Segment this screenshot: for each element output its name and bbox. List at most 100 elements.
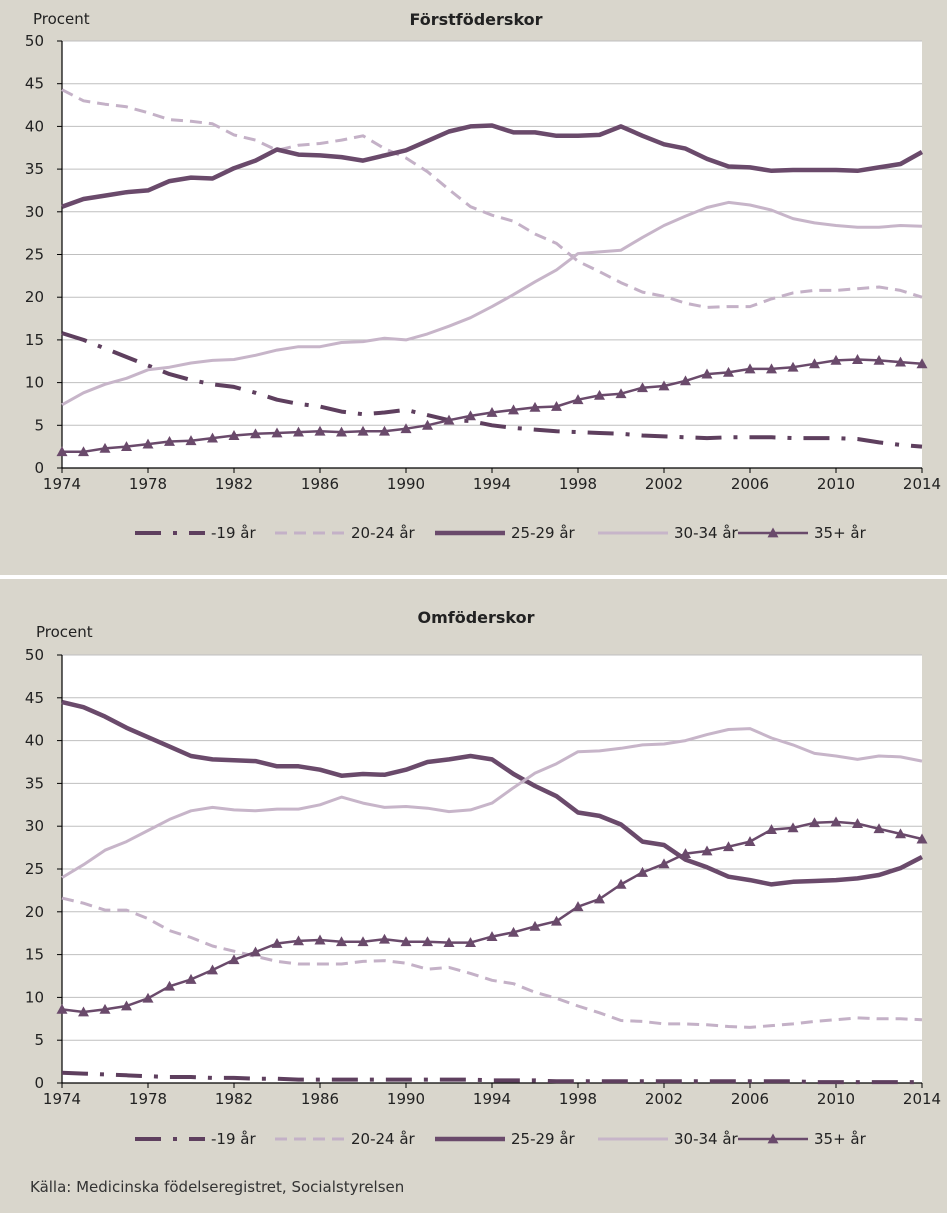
data-point: [787, 822, 799, 833]
y-tick-label: 35: [25, 774, 44, 792]
data-point: [680, 375, 691, 386]
data-point: [271, 427, 283, 438]
data-point: [357, 425, 369, 436]
data-point: [465, 410, 476, 421]
data-point: [529, 920, 541, 931]
x-tick-label: 1974: [43, 475, 81, 493]
y-tick-label: 50: [25, 32, 44, 50]
data-point: [207, 432, 218, 443]
x-tick-label: 2002: [645, 475, 683, 493]
y-tick-label: 0: [34, 459, 44, 477]
data-point: [164, 980, 175, 991]
x-tick-label: 2014: [903, 475, 941, 493]
data-point: [336, 426, 347, 437]
series-line-2: [61, 88, 923, 309]
y-tick-label: 5: [34, 1031, 44, 1049]
data-point: [379, 425, 390, 436]
x-tick-label: 1990: [387, 1090, 425, 1108]
y-tick-label: 45: [25, 75, 44, 93]
data-point: [809, 817, 820, 828]
x-tick-label: 1978: [129, 1090, 167, 1108]
data-point: [852, 818, 863, 829]
x-tick-label: 2006: [731, 1090, 769, 1108]
x-tick-label: 1986: [301, 475, 339, 493]
chart-title: Omföderskor: [417, 608, 534, 627]
y-tick-label: 35: [25, 160, 44, 178]
legend-marker: [767, 527, 779, 538]
series-line-3: [61, 699, 924, 887]
data-point: [56, 1003, 68, 1014]
data-point: [658, 858, 670, 869]
data-point: [250, 946, 261, 957]
data-point: [185, 435, 197, 446]
legend-label: 25-29 år: [511, 1130, 576, 1148]
data-point: [228, 430, 240, 440]
x-tick-label: 1978: [129, 475, 167, 493]
data-point: [873, 823, 885, 834]
data-point: [250, 428, 261, 439]
legend-label: 30-34 år: [674, 524, 739, 542]
legend-label: -19 år: [211, 1130, 256, 1148]
series-line-1: [61, 1070, 922, 1085]
data-point: [207, 964, 218, 975]
data-point: [723, 841, 734, 852]
data-point: [164, 436, 175, 446]
data-point: [637, 382, 648, 393]
x-tick-label: 2010: [817, 475, 855, 493]
series-line-4: [61, 727, 923, 879]
data-point: [56, 446, 68, 457]
data-point: [895, 828, 906, 839]
data-point: [723, 366, 734, 377]
data-point: [314, 425, 326, 436]
data-point: [852, 354, 863, 364]
data-point: [99, 1003, 111, 1014]
legend-label: -19 år: [211, 524, 256, 542]
data-point: [228, 954, 240, 965]
data-point: [121, 441, 132, 452]
data-point: [680, 848, 691, 858]
data-point: [508, 926, 519, 937]
x-tick-label: 1998: [559, 1090, 597, 1108]
data-point: [787, 361, 799, 372]
data-point: [873, 354, 885, 365]
data-point: [121, 1000, 132, 1011]
data-point: [443, 937, 455, 948]
data-point: [895, 356, 906, 367]
series-line-4: [61, 200, 923, 407]
data-point: [336, 936, 347, 947]
data-point: [615, 388, 627, 399]
x-tick-label: 1974: [43, 1090, 81, 1108]
y-tick-label: 45: [25, 689, 44, 707]
data-point: [78, 446, 89, 457]
y-tick-label: 30: [25, 203, 44, 221]
legend-label: 20-24 år: [351, 1130, 416, 1148]
legend-label: 35+ år: [814, 1130, 867, 1148]
data-point: [78, 1006, 89, 1017]
data-point: [551, 915, 562, 926]
data-point: [422, 936, 433, 947]
x-tick-label: 1994: [473, 475, 511, 493]
data-point: [293, 935, 304, 946]
series-line-1: [61, 331, 923, 449]
data-point: [594, 389, 605, 400]
legend-label: 20-24 år: [351, 524, 416, 542]
series-line-3: [61, 123, 924, 209]
data-point: [529, 401, 541, 412]
data-point: [701, 845, 713, 856]
data-point: [508, 404, 519, 415]
chart-1: 0 5 10 15 20 25 30 35 40 45 50 1974 1978 1982 1986 1990…: [25, 10, 941, 542]
data-point: [400, 936, 412, 947]
y-axis-label: Procent: [36, 623, 93, 641]
data-point: [744, 363, 756, 374]
y-tick-label: 40: [25, 732, 44, 750]
data-point: [271, 937, 283, 948]
data-point: [551, 401, 562, 411]
x-tick-label: 1982: [215, 1090, 253, 1108]
x-tick-label: 1982: [215, 475, 253, 493]
y-tick-label: 20: [25, 288, 44, 306]
data-point: [357, 936, 369, 947]
data-point: [701, 368, 713, 379]
data-point: [314, 934, 326, 945]
data-point: [766, 824, 777, 835]
